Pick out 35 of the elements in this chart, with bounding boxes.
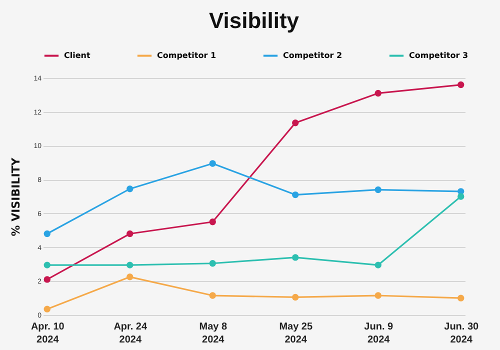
x-tick-label: May 8 2024 (199, 322, 228, 346)
point (209, 292, 216, 299)
point (374, 292, 382, 299)
legend-label: Client (64, 50, 90, 60)
x-tick-label: Jun. 9 2024 (364, 322, 394, 346)
x-tick-label: May 25 2024 (279, 322, 313, 346)
y-axis-title: % VISIBILITY (10, 156, 23, 236)
point (44, 262, 50, 268)
x-tick-label: Apr. 10 2024 (30, 322, 65, 346)
point (44, 230, 50, 238)
point (292, 294, 299, 301)
point (44, 276, 50, 283)
point (292, 120, 299, 126)
point (126, 274, 134, 280)
point (292, 254, 299, 261)
point (209, 160, 216, 167)
point (458, 193, 464, 200)
point (209, 218, 216, 226)
point (292, 191, 299, 198)
point (458, 294, 464, 302)
point (126, 262, 134, 268)
point (126, 186, 134, 192)
point (458, 81, 464, 88)
point (126, 230, 134, 238)
legend-label: Competitor 1 (157, 50, 216, 60)
point (374, 90, 382, 97)
point (44, 306, 50, 312)
legend-label: Competitor 2 (283, 50, 342, 60)
point (374, 262, 382, 268)
legend-label: Competitor 3 (409, 50, 468, 60)
point (374, 186, 382, 194)
point (209, 260, 216, 267)
chart-title: Visibility (208, 8, 300, 33)
x-tick-label: Apr. 24 2024 (114, 322, 148, 346)
x-tick-label: Jun. 30 2024 (444, 322, 480, 346)
